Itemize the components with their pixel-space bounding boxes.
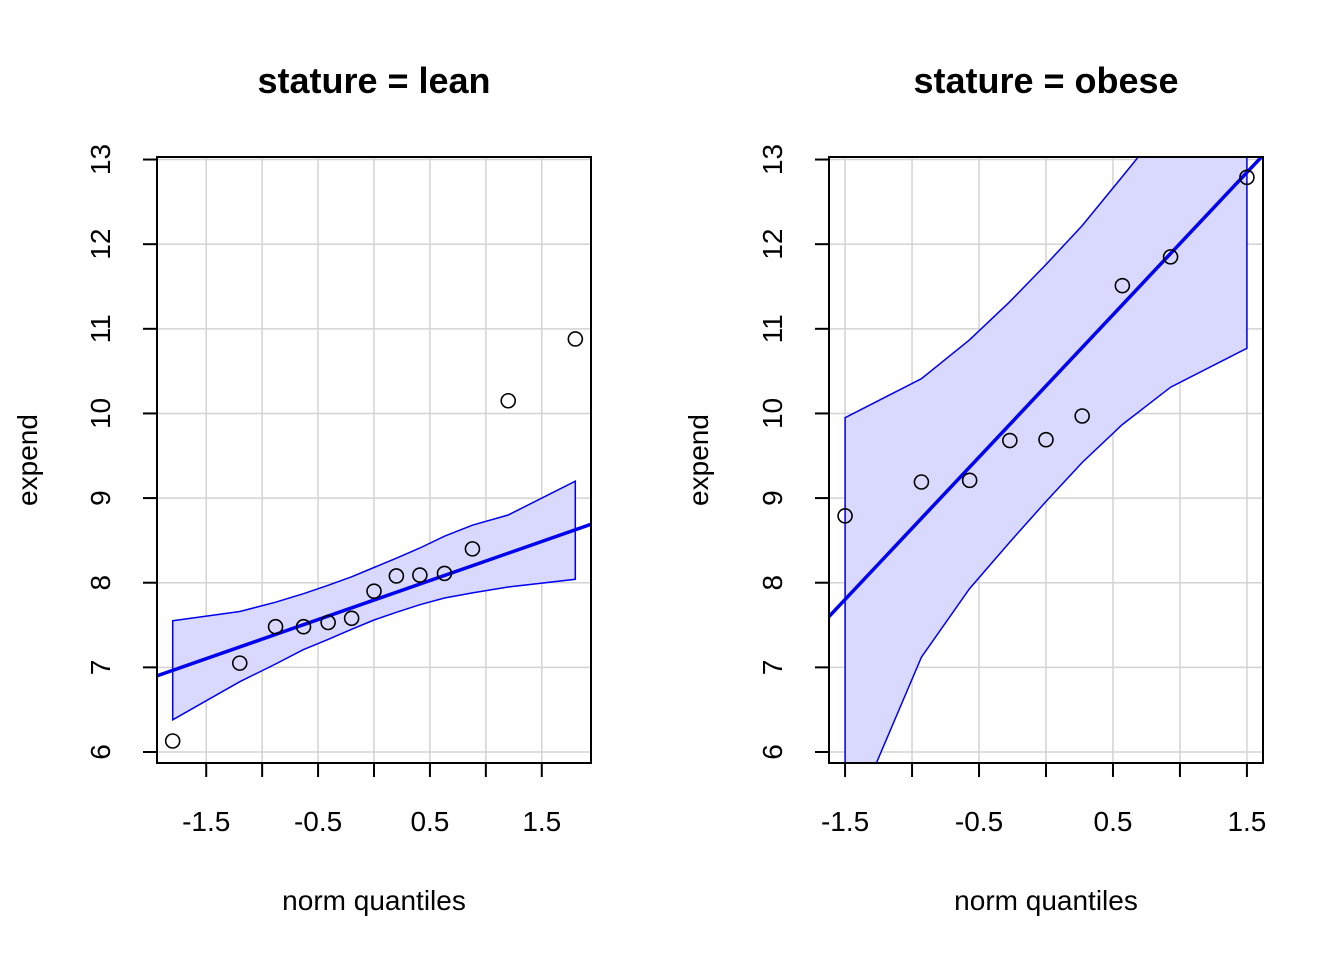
plot-area (829, 157, 1263, 763)
x-tick-label: 1.5 (522, 806, 561, 837)
panel-obese: stature = obese norm quantiles expend -1… (683, 60, 1266, 916)
plot-area (157, 157, 591, 763)
data-point (436, 565, 453, 582)
y-tick-label: 11 (757, 314, 788, 343)
x-axis-label: norm quantiles (954, 885, 1138, 916)
x-tick-label: -0.5 (294, 806, 342, 837)
y-tick-label: 13 (757, 144, 788, 175)
data-point (1038, 431, 1054, 448)
y-tick-label: 6 (85, 744, 116, 760)
x-tick-label: 0.5 (410, 806, 449, 837)
reference-line (829, 157, 1263, 618)
chart-title: stature = lean (257, 60, 490, 101)
y-tick-label: 6 (757, 744, 788, 760)
y-tick-label: 13 (85, 144, 116, 175)
data-point (267, 618, 284, 635)
y-tick-label: 8 (85, 575, 116, 591)
y-tick-label: 9 (85, 490, 116, 506)
y-tick-label: 12 (757, 229, 788, 260)
y-tick-label: 7 (85, 660, 116, 676)
data-point (1074, 408, 1090, 424)
data-point (295, 618, 312, 635)
confidence-band (844, 157, 1248, 763)
y-tick-label: 10 (85, 398, 116, 429)
data-point (231, 655, 248, 671)
chart-title: stature = obese (913, 60, 1178, 101)
x-tick-label: 0.5 (1094, 806, 1133, 837)
data-point (837, 508, 853, 524)
data-point (1002, 432, 1018, 449)
x-tick-label: -1.5 (182, 806, 230, 837)
x-axis-label: norm quantiles (282, 885, 466, 916)
data-point (1239, 169, 1255, 186)
data-point (913, 474, 930, 490)
data-point (388, 568, 405, 584)
panel-lean: stature = lean norm quantiles expend -1.… (12, 60, 592, 916)
data-point (500, 392, 517, 409)
data-point (366, 583, 382, 599)
data-point (164, 733, 181, 749)
data-point (567, 331, 584, 347)
y-tick-label: 10 (757, 398, 788, 429)
data-point (464, 541, 481, 557)
y-tick-label: 12 (85, 229, 116, 260)
y-tick-label: 11 (85, 314, 116, 343)
y-tick-label: 9 (757, 490, 788, 506)
reference-line (157, 522, 591, 678)
data-point (320, 614, 336, 631)
x-tick-label: -0.5 (955, 806, 1003, 837)
y-tick-label: 7 (757, 660, 788, 676)
y-tick-label: 8 (757, 575, 788, 591)
data-point (1114, 277, 1131, 294)
x-tick-label: -1.5 (821, 806, 869, 837)
y-axis-label: expend (683, 414, 714, 506)
y-axis-label: expend (12, 414, 43, 506)
data-point (343, 610, 360, 627)
data-point (412, 567, 428, 583)
data-point (1162, 249, 1179, 265)
x-tick-label: 1.5 (1227, 806, 1266, 837)
data-point (961, 472, 978, 489)
